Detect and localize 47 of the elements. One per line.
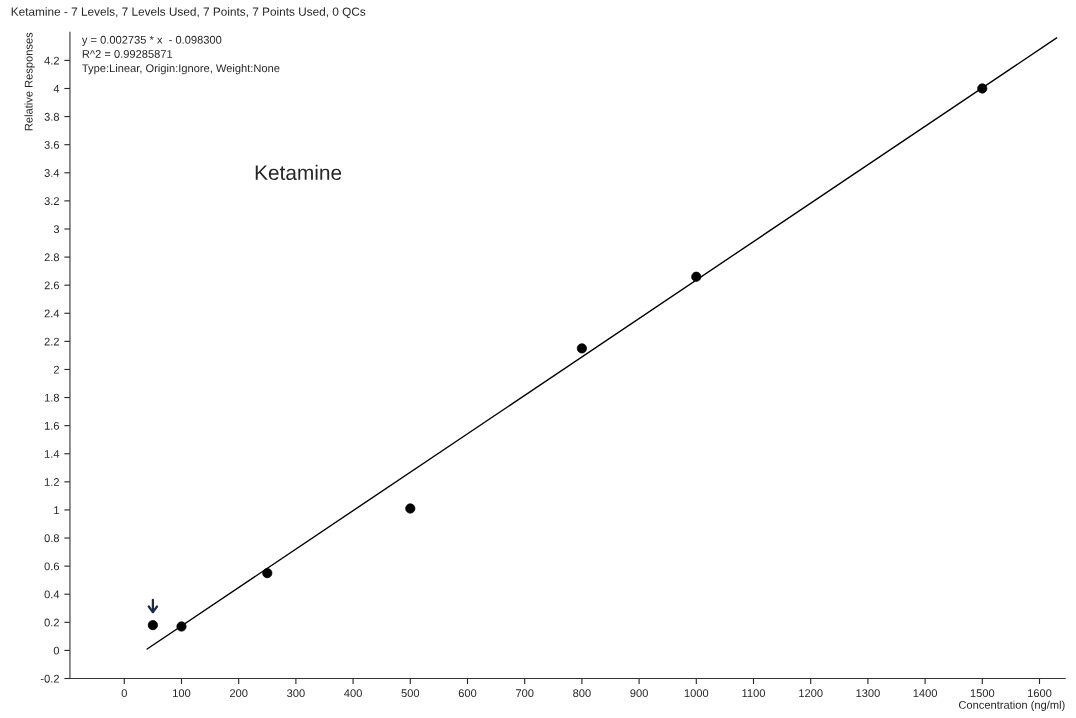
x-tick-label: 900: [630, 689, 648, 698]
y-axis-title: Relative Responses: [24, 32, 35, 131]
x-tick-label: 600: [458, 689, 477, 698]
y-tick-label: 2.4: [44, 309, 60, 318]
y-tick-label: 1.2: [44, 478, 59, 486]
y-tick-label: 2.2: [44, 337, 59, 346]
annotation: Type:Linear, Origin:Ignore, Weight:None: [82, 63, 280, 75]
x-axis-title: Concentration (ng/ml): [958, 700, 1065, 712]
y-tick-label: 2.6: [44, 281, 60, 290]
x-tick-label: 1400: [913, 689, 938, 698]
y-tick-label: 3.6: [44, 140, 60, 149]
x-tick-label: 100: [173, 689, 191, 698]
annotation: y = 0.002735 * x - 0.098300: [81, 35, 222, 46]
y-tick-label: 1: [54, 506, 59, 514]
x-tick-label: 1000: [684, 689, 709, 698]
y-tick-label: 4.2: [44, 56, 59, 65]
y-tick-label: 0.4: [44, 590, 60, 599]
y-tick-label: 1.6: [44, 421, 60, 430]
annotation: R^2 = 0.99285871: [82, 50, 173, 58]
y-tick-label: 3.4: [44, 169, 60, 177]
y-tick-label: -0.2: [40, 674, 59, 683]
x-tick-label: 200: [229, 689, 248, 698]
x-tick-label: 700: [515, 689, 534, 698]
y-tick-label: 0.6: [44, 562, 60, 571]
y-tick-label: 1.4: [44, 450, 60, 458]
y-tick-label: 2.8: [44, 253, 60, 262]
annotation: Ketamine: [255, 164, 342, 181]
x-tick-label: 1100: [742, 689, 766, 698]
chart-title: Ketamine - 7 Levels, 7 Levels Used, 7 Points, 7 Points Used, 0 QCs: [11, 7, 366, 18]
y-tick-label: 3: [53, 225, 60, 234]
y-tick-label: 0.8: [44, 534, 60, 543]
y-tick-label: 3.2: [44, 197, 59, 206]
x-tick-label: 0: [121, 689, 127, 698]
y-tick-label: 1.8: [44, 393, 60, 402]
y-tick-label: 0.2: [44, 618, 59, 627]
x-tick-label: 1200: [799, 689, 823, 698]
y-tick-label: 4: [53, 84, 60, 93]
y-tick-label: 0: [53, 646, 60, 655]
y-tick-label: 3.8: [44, 112, 60, 121]
x-tick-label: 800: [573, 689, 591, 698]
x-tick-label: 1500: [970, 689, 995, 698]
x-tick-label: 300: [287, 689, 305, 698]
x-tick-label: 1600: [1027, 689, 1052, 698]
x-tick-label: 500: [401, 689, 420, 698]
x-tick-label: 1300: [856, 689, 880, 698]
x-tick-label: 400: [344, 689, 362, 698]
y-tick-label: 2: [53, 365, 59, 374]
